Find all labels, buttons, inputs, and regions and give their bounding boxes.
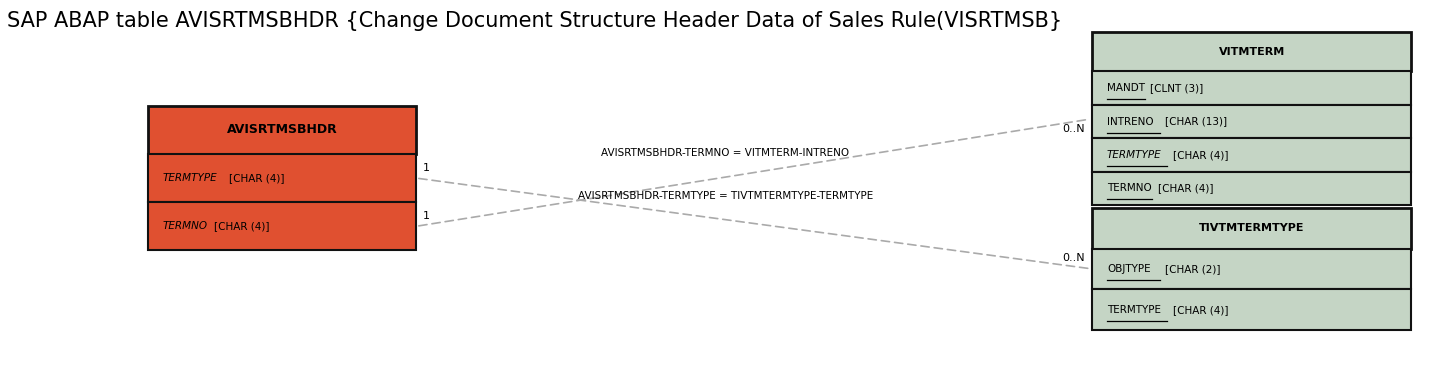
Text: TERMTYPE: TERMTYPE (1107, 150, 1162, 160)
Text: AVISRTMSBHDR: AVISRTMSBHDR (227, 123, 337, 137)
Text: VITMTERM: VITMTERM (1218, 47, 1285, 57)
Bar (1092, 171, 1411, 205)
Bar (1092, 289, 1411, 330)
Text: TERMNO: TERMNO (162, 221, 208, 231)
Text: [CHAR (4)]: [CHAR (4)] (229, 173, 284, 183)
Text: [CHAR (4)]: [CHAR (4)] (1174, 305, 1229, 315)
Text: [CHAR (13)]: [CHAR (13)] (1165, 116, 1227, 127)
Bar (1092, 138, 1411, 171)
Bar (1092, 32, 1411, 71)
Text: [CHAR (2)]: [CHAR (2)] (1165, 264, 1221, 274)
Text: OBJTYPE: OBJTYPE (1107, 264, 1150, 274)
Text: AVISRTMSBHDR-TERMTYPE = TIVTMTERMTYPE-TERMTYPE: AVISRTMSBHDR-TERMTYPE = TIVTMTERMTYPE-TE… (577, 191, 873, 201)
Text: TERMTYPE: TERMTYPE (1107, 305, 1160, 315)
Text: [CLNT (3)]: [CLNT (3)] (1150, 83, 1204, 93)
Text: AVISRTMSBHDR-TERMNO = VITMTERM-INTRENO: AVISRTMSBHDR-TERMNO = VITMTERM-INTRENO (602, 148, 849, 158)
Bar (1092, 208, 1411, 249)
Bar (1092, 249, 1411, 289)
Text: 0..N: 0..N (1062, 253, 1085, 263)
Text: TERMTYPE: TERMTYPE (162, 173, 217, 183)
Text: 1: 1 (423, 162, 430, 173)
Bar (1092, 71, 1411, 105)
Bar (1092, 105, 1411, 138)
Text: [CHAR (4)]: [CHAR (4)] (1158, 183, 1214, 193)
Bar (149, 106, 415, 154)
Text: TIVTMTERMTYPE: TIVTMTERMTYPE (1200, 223, 1304, 233)
Bar (149, 202, 415, 250)
Text: SAP ABAP table AVISRTMSBHDR {Change Document Structure Header Data of Sales Rule: SAP ABAP table AVISRTMSBHDR {Change Docu… (7, 11, 1062, 31)
Text: 0..N: 0..N (1062, 124, 1085, 134)
Text: MANDT: MANDT (1107, 83, 1145, 93)
Text: [CHAR (4)]: [CHAR (4)] (1174, 150, 1229, 160)
Bar (149, 154, 415, 202)
Text: 1: 1 (423, 211, 430, 221)
Text: INTRENO: INTRENO (1107, 116, 1153, 127)
Text: [CHAR (4)]: [CHAR (4)] (214, 221, 269, 231)
Text: TERMNO: TERMNO (1107, 183, 1152, 193)
